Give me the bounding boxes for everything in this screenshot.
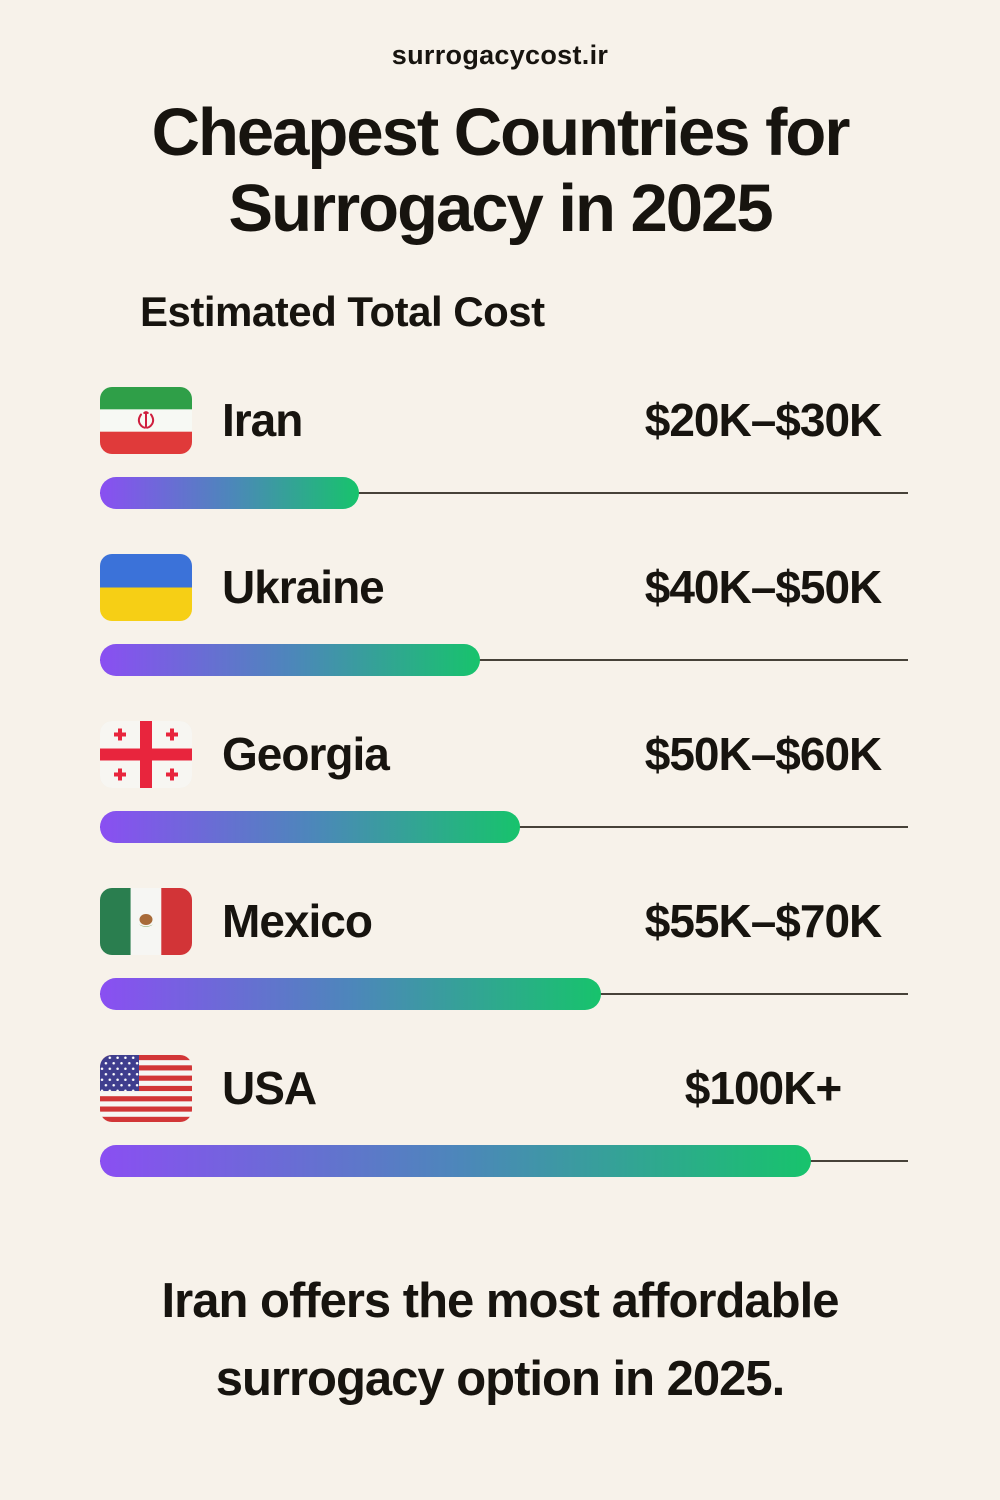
- subtitle-estimated-total-cost: Estimated Total Cost: [140, 288, 545, 336]
- table-row: Mexico $55K–$70K: [100, 887, 908, 1011]
- bar-fill: [100, 477, 359, 510]
- page-title-line2: Surrogacy in 2025: [228, 170, 773, 246]
- country-name: Georgia: [222, 728, 390, 781]
- cost-range: $100K+: [684, 1062, 842, 1115]
- cost-range: $55K–$70K: [644, 895, 883, 948]
- footer-note-line2: surrogacy option in 2025.: [215, 1351, 786, 1406]
- cost-range: $20K–$30K: [644, 394, 883, 447]
- country-name: USA: [222, 1062, 317, 1115]
- mexico-flag-icon: [100, 887, 192, 955]
- bar-fill: [100, 978, 601, 1011]
- cost-bar: [100, 1145, 908, 1178]
- country-name: Ukraine: [222, 561, 385, 614]
- page-title-line1: Cheapest Countries for: [151, 95, 851, 170]
- bar-track-line: [100, 492, 908, 495]
- table-row: Georgia $50K–$60K: [100, 720, 908, 844]
- table-row: Iran $20K–$30K: [100, 386, 908, 510]
- country-name: Iran: [222, 394, 303, 447]
- footer-note-line1: Iran offers the most affordable: [161, 1274, 840, 1329]
- georgia-flag-icon: [100, 720, 192, 788]
- table-row: USA $100K+: [100, 1054, 908, 1178]
- usa-flag-icon: [100, 1054, 192, 1122]
- table-row: Ukraine $40K–$50K: [100, 553, 908, 677]
- iran-flag-icon: [100, 386, 192, 454]
- cost-bar: [100, 644, 908, 677]
- site-label: surrogacycost.ir: [391, 40, 609, 70]
- country-list: Iran $20K–$30K Ukraine $40K–$50K: [100, 386, 908, 1178]
- cost-bar: [100, 978, 908, 1011]
- cost-range: $50K–$60K: [644, 728, 883, 781]
- page-title: Cheapest Countries for Surrogacy in 2025: [0, 95, 1000, 246]
- ukraine-flag-icon: [100, 553, 192, 621]
- bar-fill: [100, 811, 521, 844]
- country-name: Mexico: [222, 895, 373, 948]
- cost-bar: [100, 477, 908, 510]
- cost-bar: [100, 811, 908, 844]
- bar-fill: [100, 1145, 812, 1178]
- cost-range: $40K–$50K: [644, 561, 883, 614]
- bar-track-line: [100, 659, 908, 662]
- footer-note: Iran offers the most affordable surrogac…: [0, 1263, 1000, 1418]
- bar-fill: [100, 644, 480, 677]
